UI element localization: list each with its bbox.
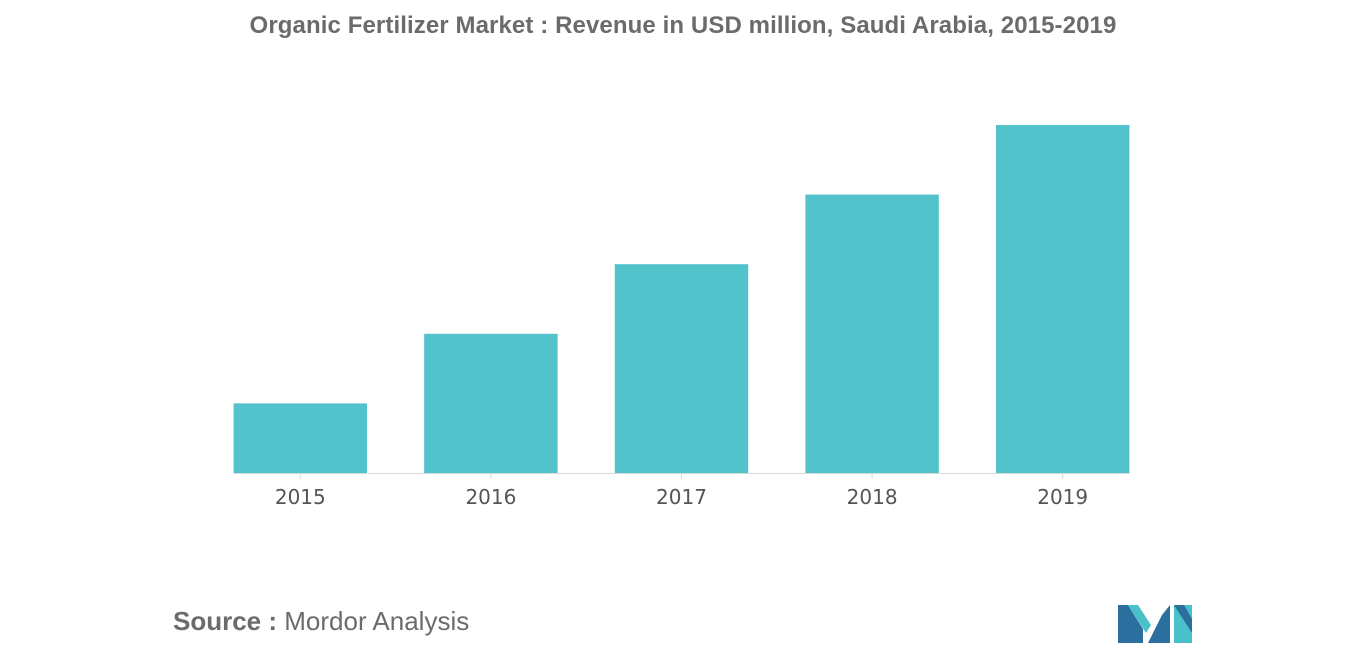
x-tick-label-2016: 2016: [465, 485, 516, 509]
bar-2016: [424, 333, 558, 473]
source-note: Source : Mordor Analysis: [173, 606, 469, 637]
x-tick-label-2015: 2015: [275, 485, 326, 509]
bar-2015: [233, 403, 368, 473]
logo-middle-shape: [1148, 605, 1170, 643]
bar-2017: [614, 264, 749, 473]
bar-2019: [995, 125, 1130, 473]
chart-title: Organic Fertilizer Market : Revenue in U…: [249, 12, 1117, 39]
x-tick-label-2019: 2019: [1037, 485, 1088, 509]
x-ticks-group: [299, 473, 1064, 479]
logo-right-cut: [1174, 605, 1192, 633]
source-label: Source :: [173, 606, 278, 636]
bar-chart: 2015 2016 2017 2018 2019: [233, 125, 1130, 509]
bar-2018: [805, 194, 939, 473]
source-value: Mordor Analysis: [284, 606, 470, 636]
logo-left-accent: [1128, 605, 1151, 633]
x-tick-labels-group: 2015 2016 2017 2018 2019: [275, 485, 1088, 509]
bars-group: [233, 125, 1130, 473]
mordor-intelligence-logo-icon: [1118, 605, 1192, 643]
logo-left-shape: [1118, 605, 1143, 643]
x-tick-label-2018: 2018: [847, 485, 898, 509]
x-tick-label-2017: 2017: [656, 485, 707, 509]
